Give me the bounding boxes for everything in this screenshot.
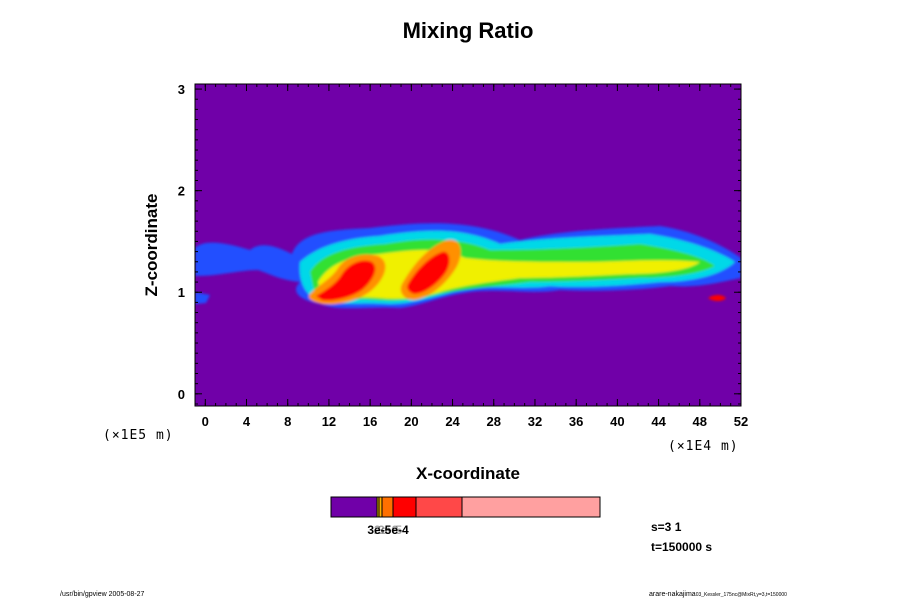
- footer-right: arare-nakajima03_Kessler_175nc@MixRt,y=3…: [649, 591, 787, 598]
- chart-title: Mixing Ratio: [403, 18, 534, 43]
- colorbar-label-overlap-2: 3e-5: [378, 523, 402, 537]
- footer-left: /usr/bin/gpview 2005-08-27: [60, 591, 145, 598]
- x-tick-label: 28: [487, 414, 501, 429]
- colorbar-label-overlap-1: 2e-6: [374, 523, 398, 537]
- x-tick-label: 44: [651, 414, 666, 429]
- contour-level-1b: [195, 292, 210, 304]
- step-label: s=3 1: [651, 520, 682, 534]
- mixing-ratio-field: [195, 223, 741, 309]
- contour-level-6b: [407, 251, 450, 294]
- x-tick-label: 0: [202, 414, 209, 429]
- colorbar: [330, 496, 601, 518]
- x-tick-label: 4: [243, 414, 251, 429]
- contour-level-6: [316, 260, 376, 301]
- x-tick-label: 40: [610, 414, 624, 429]
- footer-right-small: 03_Kessler_175nc@MixRt,y=3,t=150000: [696, 592, 787, 598]
- x-tick-label: 8: [284, 414, 291, 429]
- x-tick-label: 16: [363, 414, 377, 429]
- colorbar-segment: [381, 496, 394, 518]
- x-tick-label: 24: [445, 414, 460, 429]
- x-tick-label: 32: [528, 414, 542, 429]
- time-label: t=150000 s: [651, 540, 712, 554]
- y-tick-label: 1: [178, 285, 185, 300]
- y-tick-label: 0: [178, 387, 185, 402]
- colorbar-label: 3e-5e-4: [367, 523, 409, 537]
- x-axis-title: X-coordinate: [416, 464, 520, 483]
- major-ticks: [195, 84, 742, 406]
- y-scale-label: (×1E5 m): [103, 428, 174, 443]
- colorbar-segment: [330, 496, 378, 518]
- plot-frame: [194, 83, 742, 407]
- x-tick-label: 52: [734, 414, 748, 429]
- colorbar-segment: [415, 496, 463, 518]
- colorbar-segment: [392, 496, 417, 518]
- x-scale-label: (×1E4 m): [668, 439, 739, 454]
- y-tick-label: 2: [178, 184, 185, 199]
- x-tick-label: 48: [693, 414, 707, 429]
- colorbar-segment: [461, 496, 601, 518]
- contour-level-6c: [708, 295, 726, 301]
- x-tick-label: 20: [404, 414, 418, 429]
- y-tick-label: 3: [178, 82, 185, 97]
- footer-right-main: arare-nakajima: [649, 591, 696, 598]
- x-tick-label: 12: [322, 414, 336, 429]
- y-axis-title: Z-coordinate: [142, 194, 161, 297]
- x-tick-label: 36: [569, 414, 583, 429]
